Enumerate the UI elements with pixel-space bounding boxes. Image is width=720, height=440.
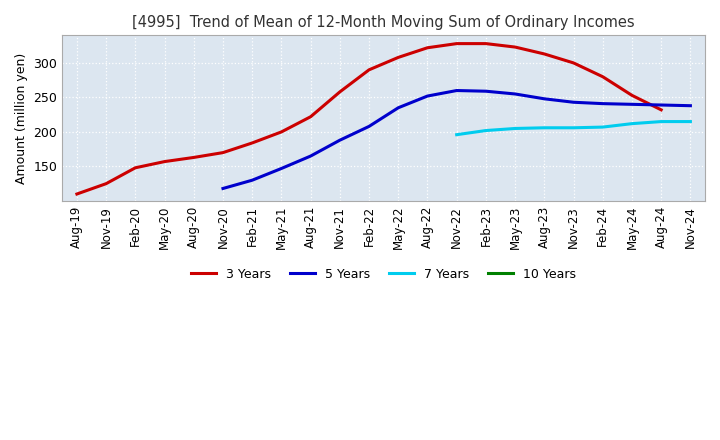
Title: [4995]  Trend of Mean of 12-Month Moving Sum of Ordinary Incomes: [4995] Trend of Mean of 12-Month Moving …: [132, 15, 635, 30]
Y-axis label: Amount (million yen): Amount (million yen): [15, 52, 28, 184]
Legend: 3 Years, 5 Years, 7 Years, 10 Years: 3 Years, 5 Years, 7 Years, 10 Years: [186, 263, 581, 286]
